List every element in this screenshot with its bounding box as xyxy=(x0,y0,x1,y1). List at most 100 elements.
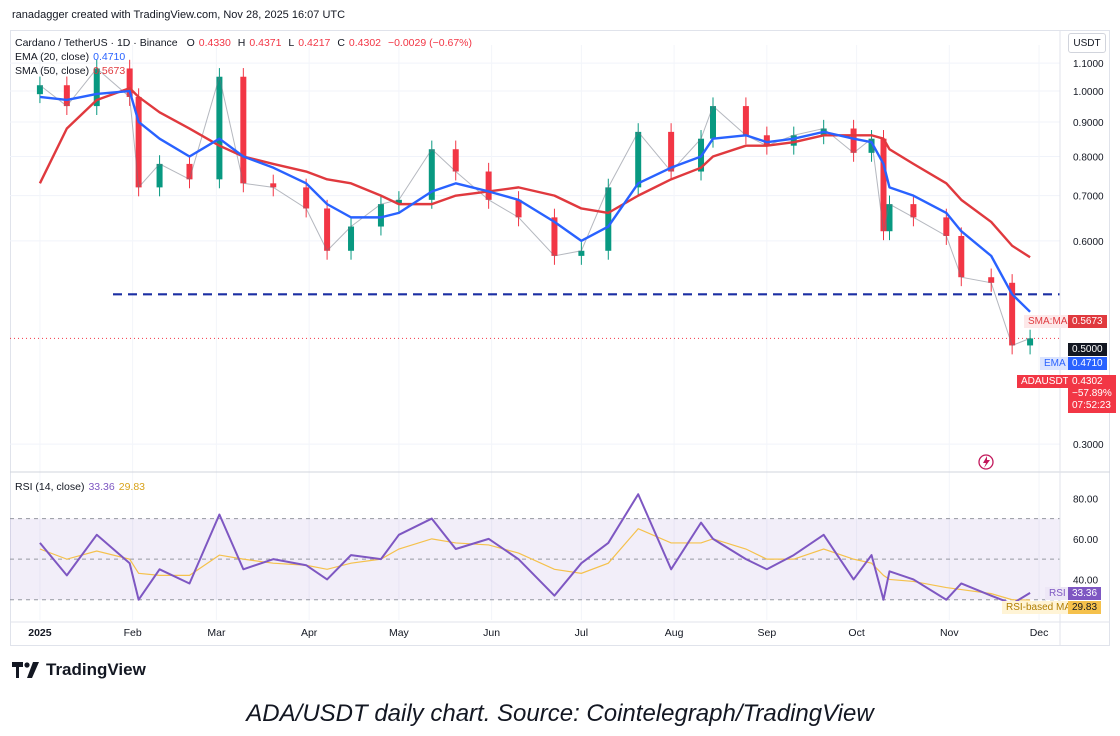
candle-body xyxy=(240,76,247,184)
ema-tag-value: 0.4710 xyxy=(1068,357,1107,370)
month-label: Jun xyxy=(483,627,500,639)
rsi-ma-line xyxy=(39,527,1031,601)
symbol-title: Cardano / TetherUS · 1D · Binance xyxy=(15,37,178,49)
rsi-ma-legend-value: 29.83 xyxy=(118,481,146,493)
symbol-tag-value: 0.4302 xyxy=(1072,376,1103,387)
ema-line xyxy=(39,89,1031,313)
month-label: Dec xyxy=(1030,627,1049,639)
candle-body xyxy=(578,250,585,256)
price-tick-label: 0.8000 xyxy=(1073,152,1104,163)
symbol-tag-change: −57.89% xyxy=(1072,388,1112,399)
rsi-legend-value: 33.36 xyxy=(88,481,115,493)
sma-line xyxy=(38,86,1031,259)
ema-legend-value: 0.4710 xyxy=(93,51,126,63)
candle-body xyxy=(377,204,384,227)
candle-body xyxy=(270,183,277,188)
sma-tag-label: SMA:MA xyxy=(1024,315,1072,328)
candle-body xyxy=(763,135,770,146)
candle-body xyxy=(668,131,675,172)
candle-body xyxy=(303,187,310,209)
candle-body xyxy=(709,106,716,139)
rsi-tag-label: RSI xyxy=(1045,587,1070,600)
rsi-tick-label: 80.00 xyxy=(1073,494,1098,505)
candle-body xyxy=(186,163,193,180)
candle-body xyxy=(635,131,642,188)
rsi-ma-tag-value: 29.83 xyxy=(1068,601,1102,614)
month-label: Jul xyxy=(575,627,588,639)
sma-legend: SMA (50, close) 0.5673 xyxy=(15,65,125,77)
sma-legend-label: SMA (50, close) xyxy=(15,65,90,77)
sma-tag-value: 0.5673 xyxy=(1068,315,1107,328)
candle-body xyxy=(63,85,70,107)
rsi-ma-tag-label: RSI-based MA xyxy=(1002,601,1076,614)
open-value: 0.4330 xyxy=(198,37,231,49)
candle-body xyxy=(742,106,749,136)
events-bolt-icon xyxy=(983,456,990,468)
rsi-tag-value: 33.36 xyxy=(1068,587,1102,600)
rsi-band xyxy=(10,518,1060,600)
change-value: −0.0029 (−0.67%) xyxy=(387,37,473,49)
low-value: 0.4217 xyxy=(298,37,331,49)
tradingview-icon xyxy=(12,662,39,678)
ema-tag-label: EMA xyxy=(1040,357,1070,370)
support-level xyxy=(10,293,1060,339)
price-tick-label: 1.1000 xyxy=(1073,59,1104,70)
price-tick-label: 0.9000 xyxy=(1073,118,1104,129)
sma-legend-value: 0.5673 xyxy=(93,65,126,77)
price-tick-label: 0.6000 xyxy=(1073,237,1104,248)
price-series xyxy=(36,59,1034,355)
price-tick-label: 0.7000 xyxy=(1073,192,1104,203)
grid xyxy=(10,45,1060,620)
candle-body xyxy=(868,138,875,153)
month-label: May xyxy=(389,627,410,639)
ema-legend: EMA (20, close) 0.4710 xyxy=(15,51,125,63)
rsi-legend: RSI (14, close) 33.36 29.83 xyxy=(15,481,145,493)
month-label: Mar xyxy=(207,627,226,639)
close-value: 0.4302 xyxy=(348,37,382,49)
high-value: 0.4371 xyxy=(249,37,282,49)
candle-body xyxy=(850,128,857,153)
tradingview-logo: TradingView xyxy=(12,660,146,680)
candle-body xyxy=(1027,338,1034,346)
month-label: Sep xyxy=(757,627,776,639)
month-label: Feb xyxy=(124,627,142,639)
rsi-panel xyxy=(10,493,1060,605)
candle-body xyxy=(324,208,331,251)
candle-body xyxy=(943,217,950,236)
candle-body xyxy=(156,163,163,188)
candle-body xyxy=(605,187,612,251)
candle-body xyxy=(880,138,887,232)
candle-body xyxy=(515,199,522,218)
price-close-line xyxy=(39,67,1031,347)
rsi-legend-label: RSI (14, close) xyxy=(15,481,85,493)
candle-body xyxy=(36,85,43,95)
rsi-line xyxy=(39,493,1031,605)
month-label: Aug xyxy=(665,627,684,639)
candle-body xyxy=(988,277,995,283)
candle-body xyxy=(485,171,492,200)
candle-body xyxy=(428,149,435,200)
candle-body xyxy=(886,204,893,232)
events-icon xyxy=(978,454,994,470)
figure-caption: ADA/USDT daily chart. Source: Cointelegr… xyxy=(246,700,874,727)
axes: 1.1000 1.0000 0.9000 0.8000 0.7000 0.6000 0.30… xyxy=(10,30,1110,646)
candle-body xyxy=(1009,282,1016,346)
month-label: Apr xyxy=(301,627,318,639)
price-tick-label: 0.3000 xyxy=(1073,440,1104,451)
month-label: Oct xyxy=(848,627,864,639)
creator-note: ranadagger created with TradingView.com,… xyxy=(12,9,346,21)
month-label: Nov xyxy=(940,627,959,639)
symbol-tag-label: ADAUSDT xyxy=(1017,375,1073,388)
candle-body xyxy=(126,68,133,97)
candle-body xyxy=(135,96,142,188)
candle-body xyxy=(958,235,965,278)
ema-legend-label: EMA (20, close) xyxy=(15,51,90,63)
currency-selector[interactable]: USDT xyxy=(1068,33,1106,53)
ema-20-line xyxy=(39,89,1031,313)
candle-body xyxy=(216,76,223,180)
candle-body xyxy=(93,68,100,107)
candle-body xyxy=(348,226,355,251)
symbol-legend: Cardano / TetherUS · 1D · Binance O 0.433… xyxy=(15,37,476,49)
candle-body xyxy=(395,199,402,205)
